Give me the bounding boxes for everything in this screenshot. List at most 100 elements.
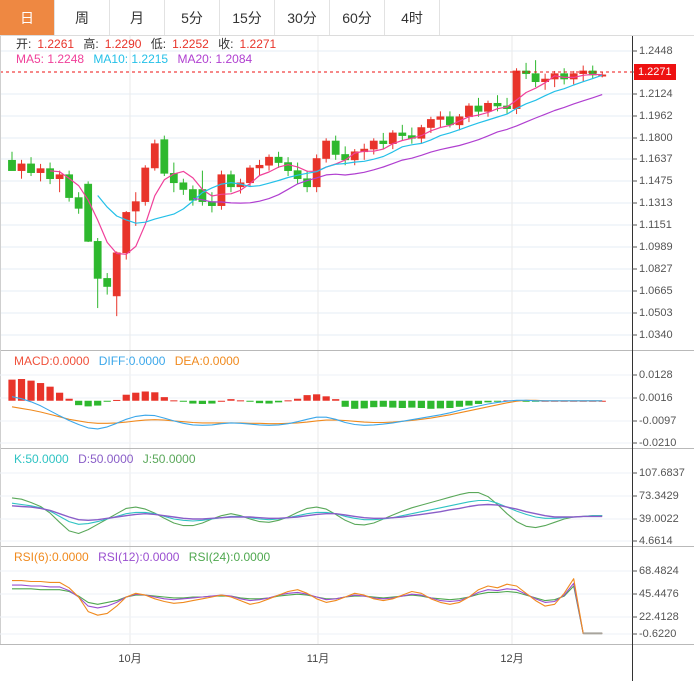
rsi12-line bbox=[12, 582, 603, 634]
d-line bbox=[11, 503, 603, 521]
macd-histogram-bar bbox=[84, 400, 92, 407]
candle-body bbox=[369, 140, 378, 150]
rsi24-line bbox=[12, 585, 603, 634]
candle-body bbox=[303, 178, 312, 188]
macd-histogram-bar bbox=[341, 400, 349, 407]
macd-histogram-bar bbox=[436, 400, 444, 409]
macd-histogram-bar bbox=[313, 394, 321, 401]
candle-body bbox=[398, 132, 407, 136]
ma10-line bbox=[97, 74, 603, 224]
candle-body bbox=[93, 241, 102, 279]
macd-histogram-bar bbox=[227, 399, 235, 401]
macd-histogram-bar bbox=[141, 391, 149, 401]
macd-histogram-bar bbox=[379, 400, 387, 407]
macd-histogram-bar bbox=[493, 400, 502, 402]
candle-body bbox=[560, 73, 569, 80]
period-tab-label: 60分 bbox=[342, 9, 372, 26]
candle-body bbox=[246, 167, 254, 184]
period-tab-label: 5分 bbox=[181, 9, 203, 26]
dea-line bbox=[11, 399, 603, 425]
period-tab-label: 周 bbox=[75, 9, 89, 26]
macd-histogram-bar bbox=[65, 398, 73, 401]
candle-body bbox=[388, 132, 397, 144]
macd-histogram-bar bbox=[27, 380, 35, 401]
candle-body bbox=[426, 119, 435, 128]
macd-histogram-bar bbox=[217, 400, 226, 402]
candle-body bbox=[46, 168, 54, 180]
candle-body bbox=[417, 127, 426, 139]
macd-histogram-bar bbox=[236, 400, 245, 402]
macd-histogram-bar bbox=[294, 398, 302, 401]
macd-histogram-bar bbox=[36, 383, 45, 401]
macd-histogram-bar bbox=[198, 400, 206, 404]
period-tab-label: 15分 bbox=[232, 9, 262, 26]
period-tab-7[interactable]: 4时 bbox=[385, 0, 440, 35]
candle-body bbox=[265, 156, 273, 166]
macd-histogram-bar bbox=[398, 400, 406, 408]
period-tab-6[interactable]: 60分 bbox=[330, 0, 385, 35]
candle-body bbox=[484, 102, 492, 112]
macd-histogram-bar bbox=[408, 400, 416, 408]
macd-histogram-bar bbox=[8, 379, 16, 401]
period-tab-4[interactable]: 15分 bbox=[220, 0, 275, 35]
macd-histogram-bar bbox=[303, 395, 311, 401]
diff-line bbox=[11, 396, 603, 430]
macd-histogram-bar bbox=[474, 400, 483, 404]
macd-histogram-bar bbox=[360, 400, 368, 409]
period-tab-2[interactable]: 月 bbox=[110, 0, 165, 35]
candle-body bbox=[331, 140, 340, 155]
macd-histogram-bar bbox=[151, 392, 159, 401]
candle-body bbox=[474, 105, 483, 112]
macd-histogram-bar bbox=[351, 400, 359, 409]
candle-body bbox=[112, 252, 121, 297]
macd-histogram-bar bbox=[122, 394, 130, 401]
period-tab-label: 日 bbox=[20, 9, 34, 26]
candle-body bbox=[122, 212, 131, 254]
chart-background bbox=[0, 36, 694, 681]
period-tab-1[interactable]: 周 bbox=[55, 0, 110, 35]
candle-body bbox=[531, 73, 540, 83]
period-tab-5[interactable]: 30分 bbox=[275, 0, 330, 35]
candle-body bbox=[322, 140, 331, 159]
macd-histogram-bar bbox=[56, 392, 64, 401]
candle-body bbox=[84, 183, 93, 242]
chart-area[interactable] bbox=[0, 36, 694, 681]
macd-histogram-bar bbox=[417, 400, 425, 408]
macd-histogram-bar bbox=[322, 396, 330, 401]
macd-histogram-bar bbox=[265, 400, 273, 404]
macd-histogram-bar bbox=[17, 379, 26, 401]
macd-histogram-bar bbox=[446, 400, 454, 408]
macd-histogram-bar bbox=[370, 400, 378, 408]
candle-body bbox=[465, 105, 473, 118]
rsi6-line bbox=[12, 578, 603, 634]
candle-body bbox=[74, 197, 83, 209]
ma20-line bbox=[192, 94, 603, 204]
current-price-tag: 1.2271 bbox=[634, 64, 676, 80]
candle-body bbox=[65, 174, 74, 198]
macd-histogram-bar bbox=[208, 400, 216, 404]
period-tab-3[interactable]: 5分 bbox=[165, 0, 220, 35]
candle-body bbox=[179, 182, 188, 190]
candle-body bbox=[379, 140, 388, 144]
candle-body bbox=[103, 278, 112, 287]
candle-body bbox=[55, 174, 64, 180]
macd-histogram-bar bbox=[389, 400, 397, 408]
candle-body bbox=[436, 116, 445, 120]
macd-histogram-bar bbox=[103, 400, 111, 402]
macd-histogram-bar bbox=[598, 400, 606, 402]
candle-body bbox=[512, 70, 521, 109]
macd-histogram-bar bbox=[246, 400, 254, 402]
candle-body bbox=[493, 102, 502, 107]
macd-histogram-bar bbox=[94, 400, 102, 406]
macd-histogram-bar bbox=[170, 400, 178, 402]
macd-histogram-bar bbox=[455, 400, 464, 407]
macd-histogram-bar bbox=[332, 399, 340, 401]
period-tab-label: 4时 bbox=[401, 9, 423, 26]
candle-body bbox=[284, 162, 292, 171]
chart-canvas[interactable] bbox=[0, 36, 694, 681]
candle-body bbox=[160, 139, 169, 174]
candle-body bbox=[131, 201, 140, 212]
candle-body bbox=[217, 174, 226, 206]
period-tab-0[interactable]: 日 bbox=[0, 0, 55, 35]
